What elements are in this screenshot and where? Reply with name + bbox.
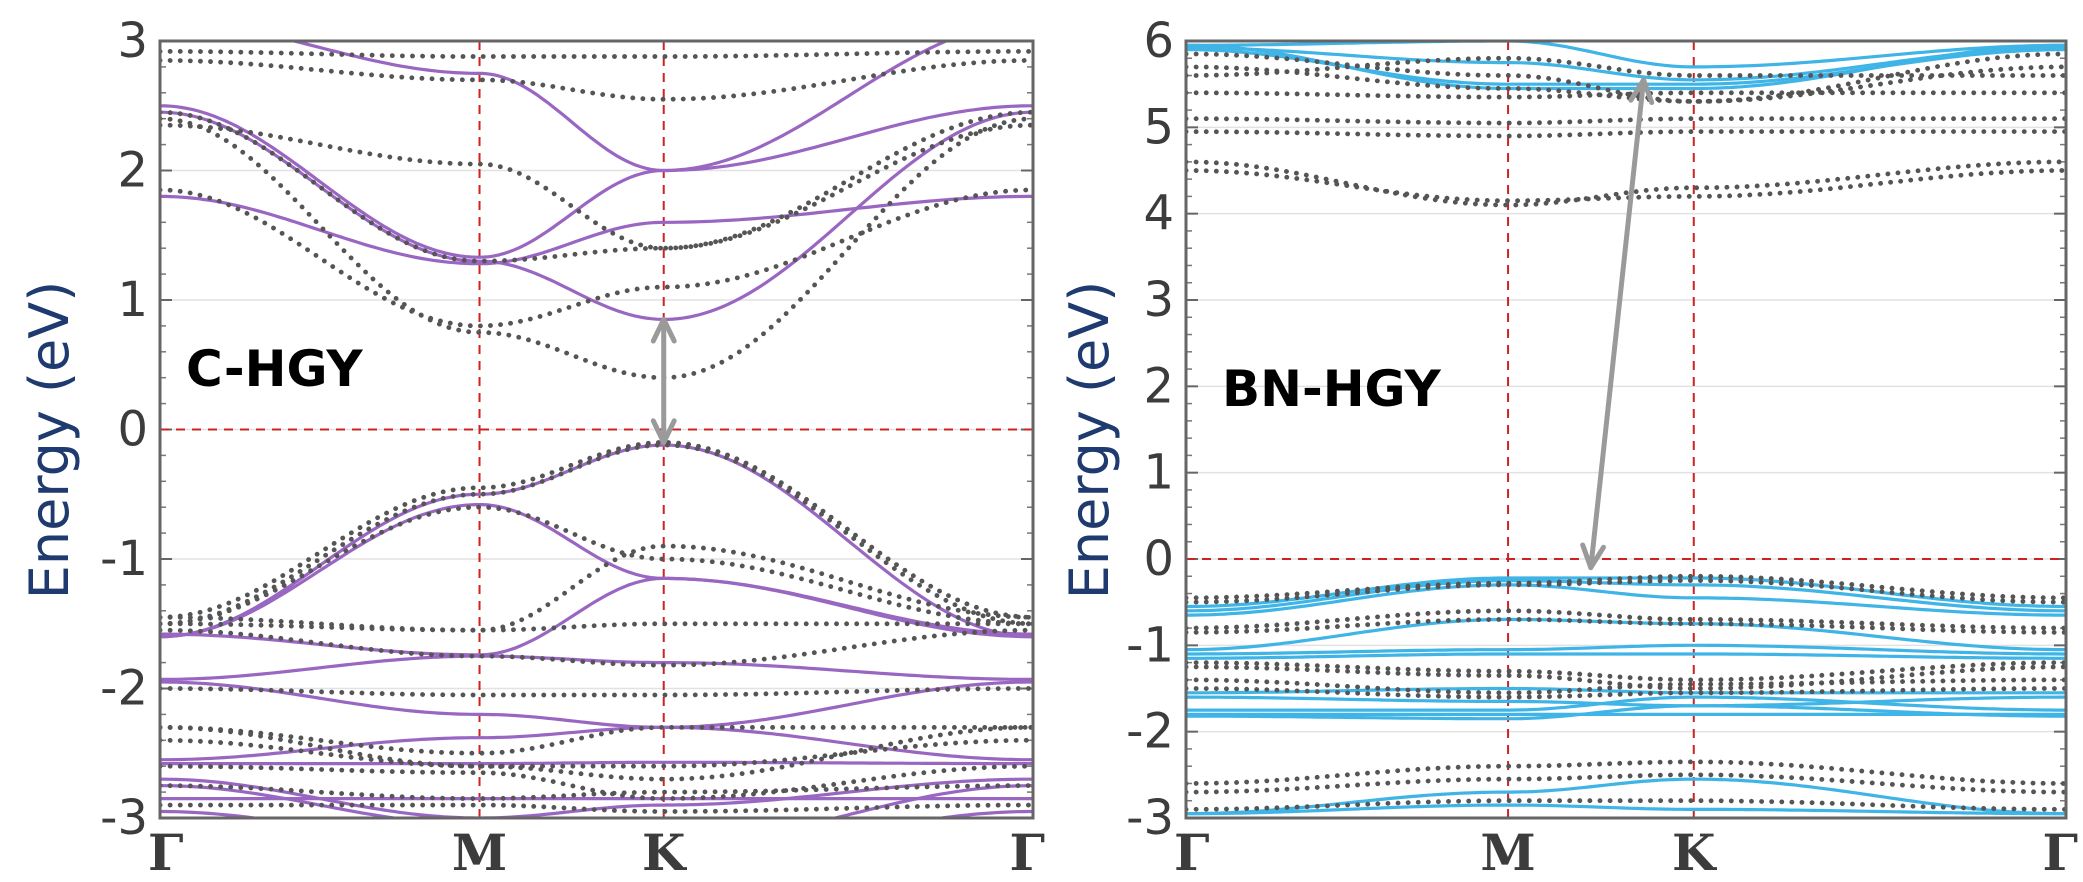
bn-hgy-solid-band: [1186, 695, 2066, 708]
c-hgy-dotted-band: [160, 802, 1033, 814]
bn-hgy-solid-band: [1186, 617, 2066, 652]
c-hgy-dotted-band: [160, 440, 1033, 620]
bn-hgy-solid-band: [1186, 652, 2066, 660]
c-hgy-solid-band: [160, 760, 1033, 766]
bn-hgy-dotted-band: [1186, 159, 2066, 208]
bn-hgy-y-tick-label: -3: [1126, 790, 1174, 846]
c-hgy-solid-band: [160, 443, 1033, 639]
c-hgy-dotted-band: [160, 187, 1033, 329]
c-hgy-dotted-band: [160, 504, 1033, 627]
c-hgy-kpoint-label: M: [452, 823, 507, 882]
c-hgy-dotted-band: [160, 122, 1033, 251]
bn-hgy-dotted-band: [1186, 168, 2066, 204]
bn-hgy-solid-band: [1186, 46, 2066, 82]
bn-hgy-band-gap-arrowhead-bottom: [1580, 542, 1606, 571]
c-hgy-y-tick-label: -3: [100, 790, 148, 846]
bn-hgy-solid-band: [1186, 48, 2066, 86]
bn-hgy-bands: [1186, 41, 2066, 816]
bn-hgy-solid-band: [1186, 803, 2066, 816]
bn-hgy-dotted-band: [1186, 759, 2066, 786]
c-hgy-y-axis-label: Energy (eV): [18, 281, 81, 600]
c-hgy-y-tick-label: 3: [117, 13, 148, 69]
bn-hgy-y-tick-label: -2: [1126, 704, 1174, 760]
bn-hgy-material-label: BN-HGY: [1222, 360, 1441, 418]
bn-hgy-dotted-band: [1186, 64, 2066, 104]
c-hgy-solid-band: [160, 680, 1033, 729]
bn-hgy-dotted-band: [1186, 51, 2066, 104]
c-hgy-plot-frame: [158, 39, 1035, 820]
bn-hgy-solid-band: [1186, 686, 2066, 695]
bn-hgy-y-tick-label: 3: [1143, 272, 1174, 328]
c-hgy-dotted-band: [160, 442, 1033, 627]
c-hgy-solid-band: [160, 104, 1033, 259]
bn-hgy-kpoint-label: Γ: [2043, 823, 2079, 882]
bn-hgy-kpoint-label: K: [1672, 823, 1717, 882]
c-hgy-y-tick-label: 0: [117, 402, 148, 458]
c-hgy-band-gap-arrowhead-top: [650, 316, 677, 344]
bn-hgy-dotted-band: [1186, 55, 2066, 78]
c-hgy-solid-band: [160, 576, 1033, 657]
bn-hgy-y-tick-label: 1: [1143, 445, 1174, 501]
c-hgy-dotted-band: [160, 737, 1033, 769]
c-hgy-kpoint-label: K: [642, 823, 687, 882]
bn-hgy-band-gap-arrowhead-top: [1628, 77, 1655, 105]
c-hgy-dotted-band: [160, 109, 1033, 264]
c-hgy-solid-band: [160, 503, 1033, 639]
c-hgy-dotted-band: [160, 543, 1033, 633]
bn-hgy-plot-frame: [1184, 39, 2068, 820]
bn-hgy-kpoint-label: Γ: [1174, 823, 1210, 882]
bn-hgy-y-tick-label: 4: [1143, 186, 1174, 242]
bn-hgy-y-tick-label: 6: [1143, 13, 1174, 69]
c-hgy-material-label: C-HGY: [186, 340, 363, 398]
bn-hgy-y-axis-label: Energy (eV): [1058, 281, 1121, 600]
c-hgy-dotted-band: [160, 621, 1033, 633]
c-hgy-bands: [160, 41, 1033, 818]
bn-hgy-solid-band: [1186, 704, 2066, 721]
c-hgy-solid-band: [160, 654, 1033, 681]
c-hgy-dotted-band: [160, 49, 1033, 59]
bn-hgy-y-tick-label: 5: [1143, 99, 1174, 155]
bn-hgy-solid-band: [1186, 695, 2066, 712]
c-hgy-y-tick-label: -1: [100, 531, 148, 587]
bn-hgy-band-gap-arrow: [1588, 77, 1647, 571]
bn-hgy-kpoint-label: M: [1480, 823, 1535, 882]
c-hgy-band-gap-arrowhead-bottom: [650, 418, 677, 445]
bn-hgy-y-tick-label: 2: [1143, 358, 1174, 414]
c-hgy-dotted-band: [160, 783, 1033, 801]
bn-hgy-solid-band: [1186, 777, 2066, 816]
bn-hgy-solid-band: [1186, 583, 2066, 617]
c-hgy-dotted-band: [160, 686, 1033, 698]
bn-hgy-dotted-band: [1186, 116, 2066, 126]
c-hgy-y-tick-label: 1: [117, 272, 148, 328]
bn-hgy-y-tick-label: -1: [1126, 617, 1174, 673]
c-hgy-solid-band: [287, 41, 951, 173]
c-hgy-solid-band: [160, 194, 1033, 266]
bn-hgy-y-tick-label: 0: [1143, 531, 1174, 587]
bn-hgy-dotted-band: [1186, 129, 2066, 139]
c-hgy-dotted-band: [160, 116, 1033, 381]
c-hgy-y-tick-label: 2: [117, 143, 148, 199]
bn-hgy-solid-band: [1186, 41, 2066, 69]
c-hgy-y-tick-label: -2: [100, 661, 148, 717]
c-hgy-kpoint-label: Γ: [148, 823, 184, 882]
bn-hgy-solid-band: [1186, 576, 2066, 609]
c-hgy-kpoint-label: Γ: [1010, 823, 1046, 882]
bn-hgy-solid-band: [1186, 643, 2066, 656]
c-hgy-dotted-band: [160, 58, 1033, 102]
bn-hgy-solid-band: [1186, 579, 2066, 613]
